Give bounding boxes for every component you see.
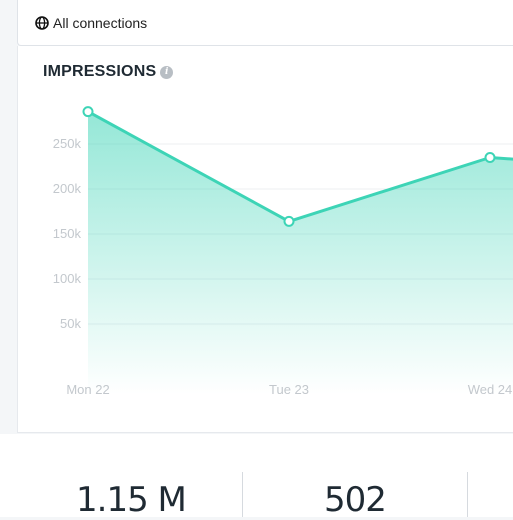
data-point — [82, 106, 94, 118]
connections-filter[interactable]: All connections — [17, 0, 513, 46]
x-tick-label: Wed 24 — [468, 382, 513, 397]
stat-value-2: 502 — [324, 480, 387, 520]
data-point — [484, 152, 496, 163]
impressions-title-text: IMPRESSIONS — [43, 63, 157, 80]
impressions-title: IMPRESSIONS i — [43, 63, 174, 81]
area-fill — [88, 111, 513, 394]
y-tick-label: 50k — [60, 316, 81, 331]
data-point — [283, 215, 295, 227]
y-tick-label: 250k — [53, 136, 82, 151]
stats-row: 1.15 M 502 — [0, 434, 513, 520]
stat-divider — [467, 472, 468, 517]
y-tick-label: 150k — [53, 226, 82, 241]
y-tick-label: 100k — [53, 271, 82, 286]
x-tick-label: Mon 22 — [66, 382, 109, 397]
impressions-chart: 250k 200k 150k 100k 50k Mon 22 Tue 23 Wed 24 — [53, 106, 513, 397]
impressions-card: 250k 200k 150k 100k 50k Mon 22 Tue 23 Wed 24 IM… — [17, 46, 513, 433]
x-tick-label: Tue 23 — [269, 382, 309, 397]
series-line — [87, 110, 513, 223]
globe-icon — [35, 15, 49, 30]
stat-value-1: 1.15 M — [76, 480, 187, 520]
stat-divider — [242, 472, 243, 517]
y-tick-label: 200k — [53, 181, 82, 196]
connections-label: All connections — [53, 14, 148, 31]
info-icon[interactable]: i — [160, 65, 174, 79]
